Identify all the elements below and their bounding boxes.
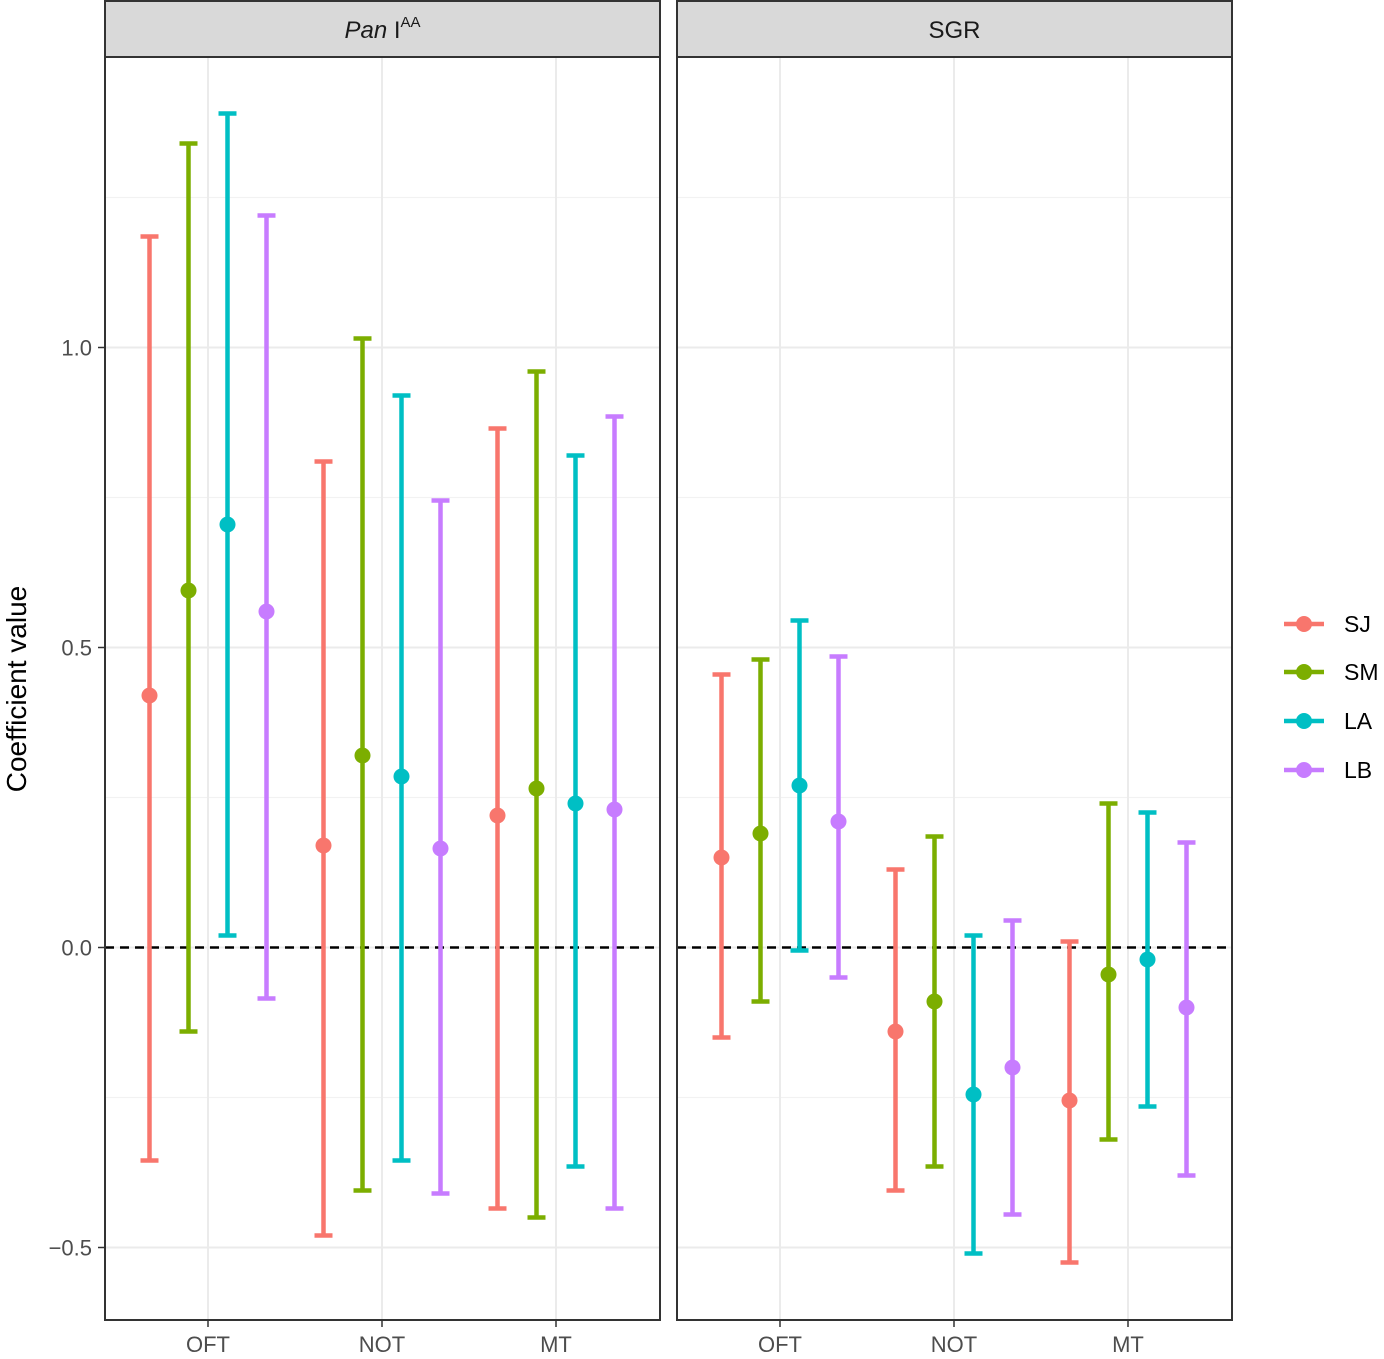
- legend: SJ SM LA LB: [1284, 611, 1379, 783]
- x-tick-label: OFT: [758, 1332, 802, 1357]
- x-tick-label: OFT: [186, 1332, 230, 1357]
- data-point: [926, 993, 943, 1010]
- x-tick-label: NOT: [359, 1332, 405, 1357]
- x-tick-label: MT: [540, 1332, 572, 1357]
- data-point: [791, 777, 808, 794]
- y-tick-label: 1.0: [61, 336, 92, 361]
- data-point: [489, 807, 506, 824]
- legend-item: SJ: [1284, 611, 1371, 637]
- y-tick-label: −0.5: [49, 1236, 92, 1261]
- data-point: [528, 780, 545, 797]
- y-tick-label: 0.0: [61, 936, 92, 961]
- facet-strip-label: Pan IAA: [344, 14, 420, 44]
- facet-strip-label: SGR: [928, 17, 980, 44]
- legend-key-point: [1296, 762, 1312, 778]
- data-point: [1100, 966, 1117, 983]
- legend-item: LA: [1284, 708, 1373, 734]
- legend-label: SJ: [1344, 611, 1371, 637]
- legend-key-point: [1296, 713, 1312, 729]
- data-point: [752, 825, 769, 842]
- data-point: [1004, 1059, 1021, 1076]
- data-point: [965, 1086, 982, 1103]
- data-point: [830, 813, 847, 830]
- y-tick-label: 0.5: [61, 636, 92, 661]
- data-point: [432, 840, 449, 857]
- data-point: [315, 837, 332, 854]
- facet-strip: [104, 0, 661, 58]
- facet-panel: SGR OFT NOT MT: [676, 0, 1233, 1357]
- data-point: [1139, 951, 1156, 968]
- legend-key-point: [1296, 664, 1312, 680]
- facet-panels: Pan IAA OFT NOT MT SGR OFT NOT MT: [104, 0, 1233, 1357]
- x-tick-label: NOT: [931, 1332, 977, 1357]
- y-axis: −0.5 0.0 0.5 1.0: [49, 336, 105, 1261]
- facet-panel: Pan IAA OFT NOT MT: [104, 0, 661, 1357]
- legend-item: LB: [1284, 757, 1372, 783]
- data-point: [567, 795, 584, 812]
- data-point: [219, 516, 236, 533]
- facet-strip: [676, 0, 1233, 58]
- data-point: [354, 747, 371, 764]
- data-point: [887, 1023, 904, 1040]
- y-axis-title: Coefficient value: [1, 586, 32, 793]
- data-point: [180, 582, 197, 599]
- data-point: [258, 603, 275, 620]
- data-point: [141, 687, 158, 704]
- legend-label: LA: [1344, 708, 1373, 734]
- x-tick-label: MT: [1112, 1332, 1144, 1357]
- data-point: [1061, 1092, 1078, 1109]
- data-point: [713, 849, 730, 866]
- data-point: [606, 801, 623, 818]
- legend-item: SM: [1284, 659, 1379, 685]
- legend-key-point: [1296, 616, 1312, 632]
- legend-label: LB: [1344, 757, 1372, 783]
- data-point: [1178, 999, 1195, 1016]
- legend-label: SM: [1344, 659, 1379, 685]
- data-point: [393, 768, 410, 785]
